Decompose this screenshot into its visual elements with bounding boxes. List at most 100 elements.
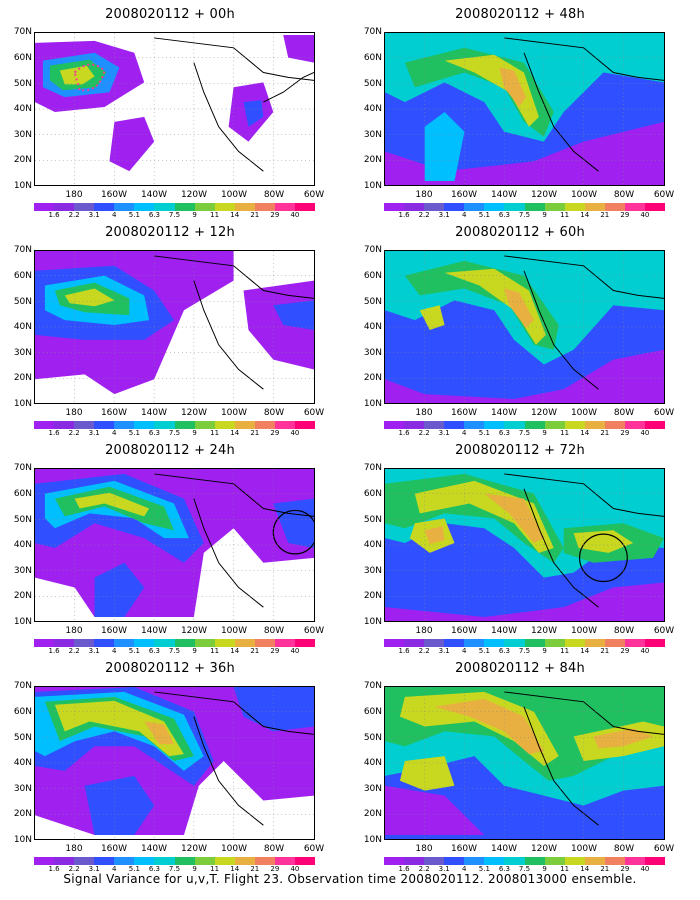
colorbar-swatch: [254, 639, 275, 647]
colorbar-swatch: [404, 203, 425, 211]
colorbar-swatch: [34, 203, 55, 211]
colorbar-swatch: [464, 421, 485, 429]
colorbar: [384, 421, 666, 429]
colorbar-swatch: [94, 857, 115, 865]
lat-label: 20N: [363, 373, 382, 383]
colorbar-tick-label: 40: [290, 429, 300, 437]
colorbar-tick-label: 7.5: [518, 865, 531, 873]
variance-map: [34, 250, 315, 404]
colorbar-swatch: [94, 421, 115, 429]
colorbar-tick-label: 3.1: [438, 647, 450, 655]
map-panel-12h: 2008020112 + 12h 70N 60N 50N 40N 30: [0, 218, 340, 437]
variance-map: [384, 32, 665, 186]
lat-label: 50N: [363, 297, 382, 307]
lat-label: 20N: [13, 155, 32, 165]
colorbar-ticks: 1.6 2.2 3.1 4 5.1 6.3 7.5 9 11 14 21 29 40: [384, 647, 665, 657]
colorbar-swatch: [444, 639, 465, 647]
lon-label: 60W: [303, 626, 325, 636]
colorbar-swatch: [194, 639, 215, 647]
lon-label: 80W: [613, 844, 635, 854]
lat-label: 70N: [363, 463, 382, 473]
lon-label: 140W: [490, 190, 518, 200]
lat-label: 10N: [363, 181, 382, 191]
colorbar: [34, 857, 316, 865]
colorbar-swatch: [94, 639, 115, 647]
colorbar-swatch: [254, 857, 275, 865]
lon-label: 120W: [530, 844, 558, 854]
colorbar-swatch: [134, 857, 155, 865]
colorbar-swatch: [174, 203, 195, 211]
colorbar-swatch: [564, 857, 585, 865]
colorbar-tick-label: 3.1: [88, 211, 100, 219]
map-panel-84h: 2008020112 + 84h 70N 60N: [350, 654, 690, 873]
colorbar-tick-label: 9: [192, 865, 197, 873]
lon-label: 80W: [613, 408, 635, 418]
lat-label: 60N: [363, 707, 382, 717]
lon-label: 140W: [490, 408, 518, 418]
colorbar: [34, 203, 316, 211]
colorbar-tick-label: 11: [210, 647, 220, 655]
lon-label: 60W: [303, 190, 325, 200]
colorbar-swatch: [234, 203, 255, 211]
colorbar-swatch: [645, 421, 666, 429]
colorbar-ticks: 1.6 2.2 3.1 4 5.1 6.3 7.5 9 11 14 21 29 40: [34, 647, 315, 657]
colorbar-swatch: [604, 639, 625, 647]
colorbar-swatch: [464, 639, 485, 647]
colorbar-tick-label: 29: [620, 429, 630, 437]
colorbar-swatch: [604, 203, 625, 211]
colorbar-swatch: [524, 857, 545, 865]
colorbar-swatch: [444, 857, 465, 865]
colorbar-swatch: [54, 639, 75, 647]
colorbar-swatch: [624, 203, 646, 211]
panel-title: 2008020112 + 12h: [105, 225, 235, 240]
colorbar-tick-label: 7.5: [518, 429, 531, 437]
colorbar-tick-label: 11: [560, 211, 570, 219]
colorbar-tick-label: 1.6: [398, 647, 410, 655]
colorbar-swatch: [484, 421, 505, 429]
colorbar-swatch: [584, 639, 605, 647]
colorbar-tick-label: 4: [112, 647, 117, 655]
colorbar-tick-label: 29: [270, 429, 280, 437]
lon-label: 120W: [530, 190, 558, 200]
colorbar-tick-label: 9: [542, 647, 547, 655]
variance-map: [384, 686, 665, 840]
colorbar-swatch: [424, 857, 445, 865]
lat-label: 70N: [363, 245, 382, 255]
lat-label: 40N: [363, 540, 382, 550]
lon-label: 180: [65, 844, 83, 854]
lon-label: 180: [415, 626, 433, 636]
colorbar-swatch: [194, 203, 215, 211]
colorbar-tick-label: 40: [640, 865, 650, 873]
panel-title: 2008020112 + 60h: [455, 225, 585, 240]
colorbar-tick-label: 14: [230, 865, 240, 873]
colorbar-swatch: [54, 857, 75, 865]
lat-label: 40N: [13, 322, 32, 332]
lat-label: 30N: [13, 566, 32, 576]
colorbar-swatch: [564, 203, 585, 211]
colorbar-tick-label: 21: [250, 429, 260, 437]
colorbar-swatch: [295, 421, 316, 429]
lon-label: 100W: [220, 844, 248, 854]
colorbar-tick-label: 7.5: [518, 211, 531, 219]
colorbar-tick-label: 29: [270, 211, 280, 219]
colorbar-tick-label: 7.5: [168, 647, 181, 655]
colorbar-tick-label: 4: [462, 211, 467, 219]
colorbar-tick-label: 21: [250, 211, 260, 219]
colorbar-tick-label: 21: [250, 865, 260, 873]
lat-label: 70N: [363, 27, 382, 37]
lat-label: 50N: [363, 733, 382, 743]
colorbar-swatch: [74, 421, 95, 429]
lat-label: 10N: [13, 617, 32, 627]
colorbar-swatch: [604, 857, 625, 865]
lon-label: 120W: [530, 408, 558, 418]
colorbar-tick-label: 21: [600, 429, 610, 437]
colorbar-swatch: [234, 857, 255, 865]
variance-map: [384, 468, 665, 622]
colorbar-swatch: [624, 639, 646, 647]
colorbar-swatch: [214, 203, 235, 211]
colorbar-tick-label: 1.6: [398, 211, 410, 219]
colorbar-tick-label: 9: [192, 647, 197, 655]
colorbar-swatch: [174, 639, 195, 647]
colorbar-tick-label: 1.6: [398, 429, 410, 437]
colorbar-swatch: [384, 857, 405, 865]
